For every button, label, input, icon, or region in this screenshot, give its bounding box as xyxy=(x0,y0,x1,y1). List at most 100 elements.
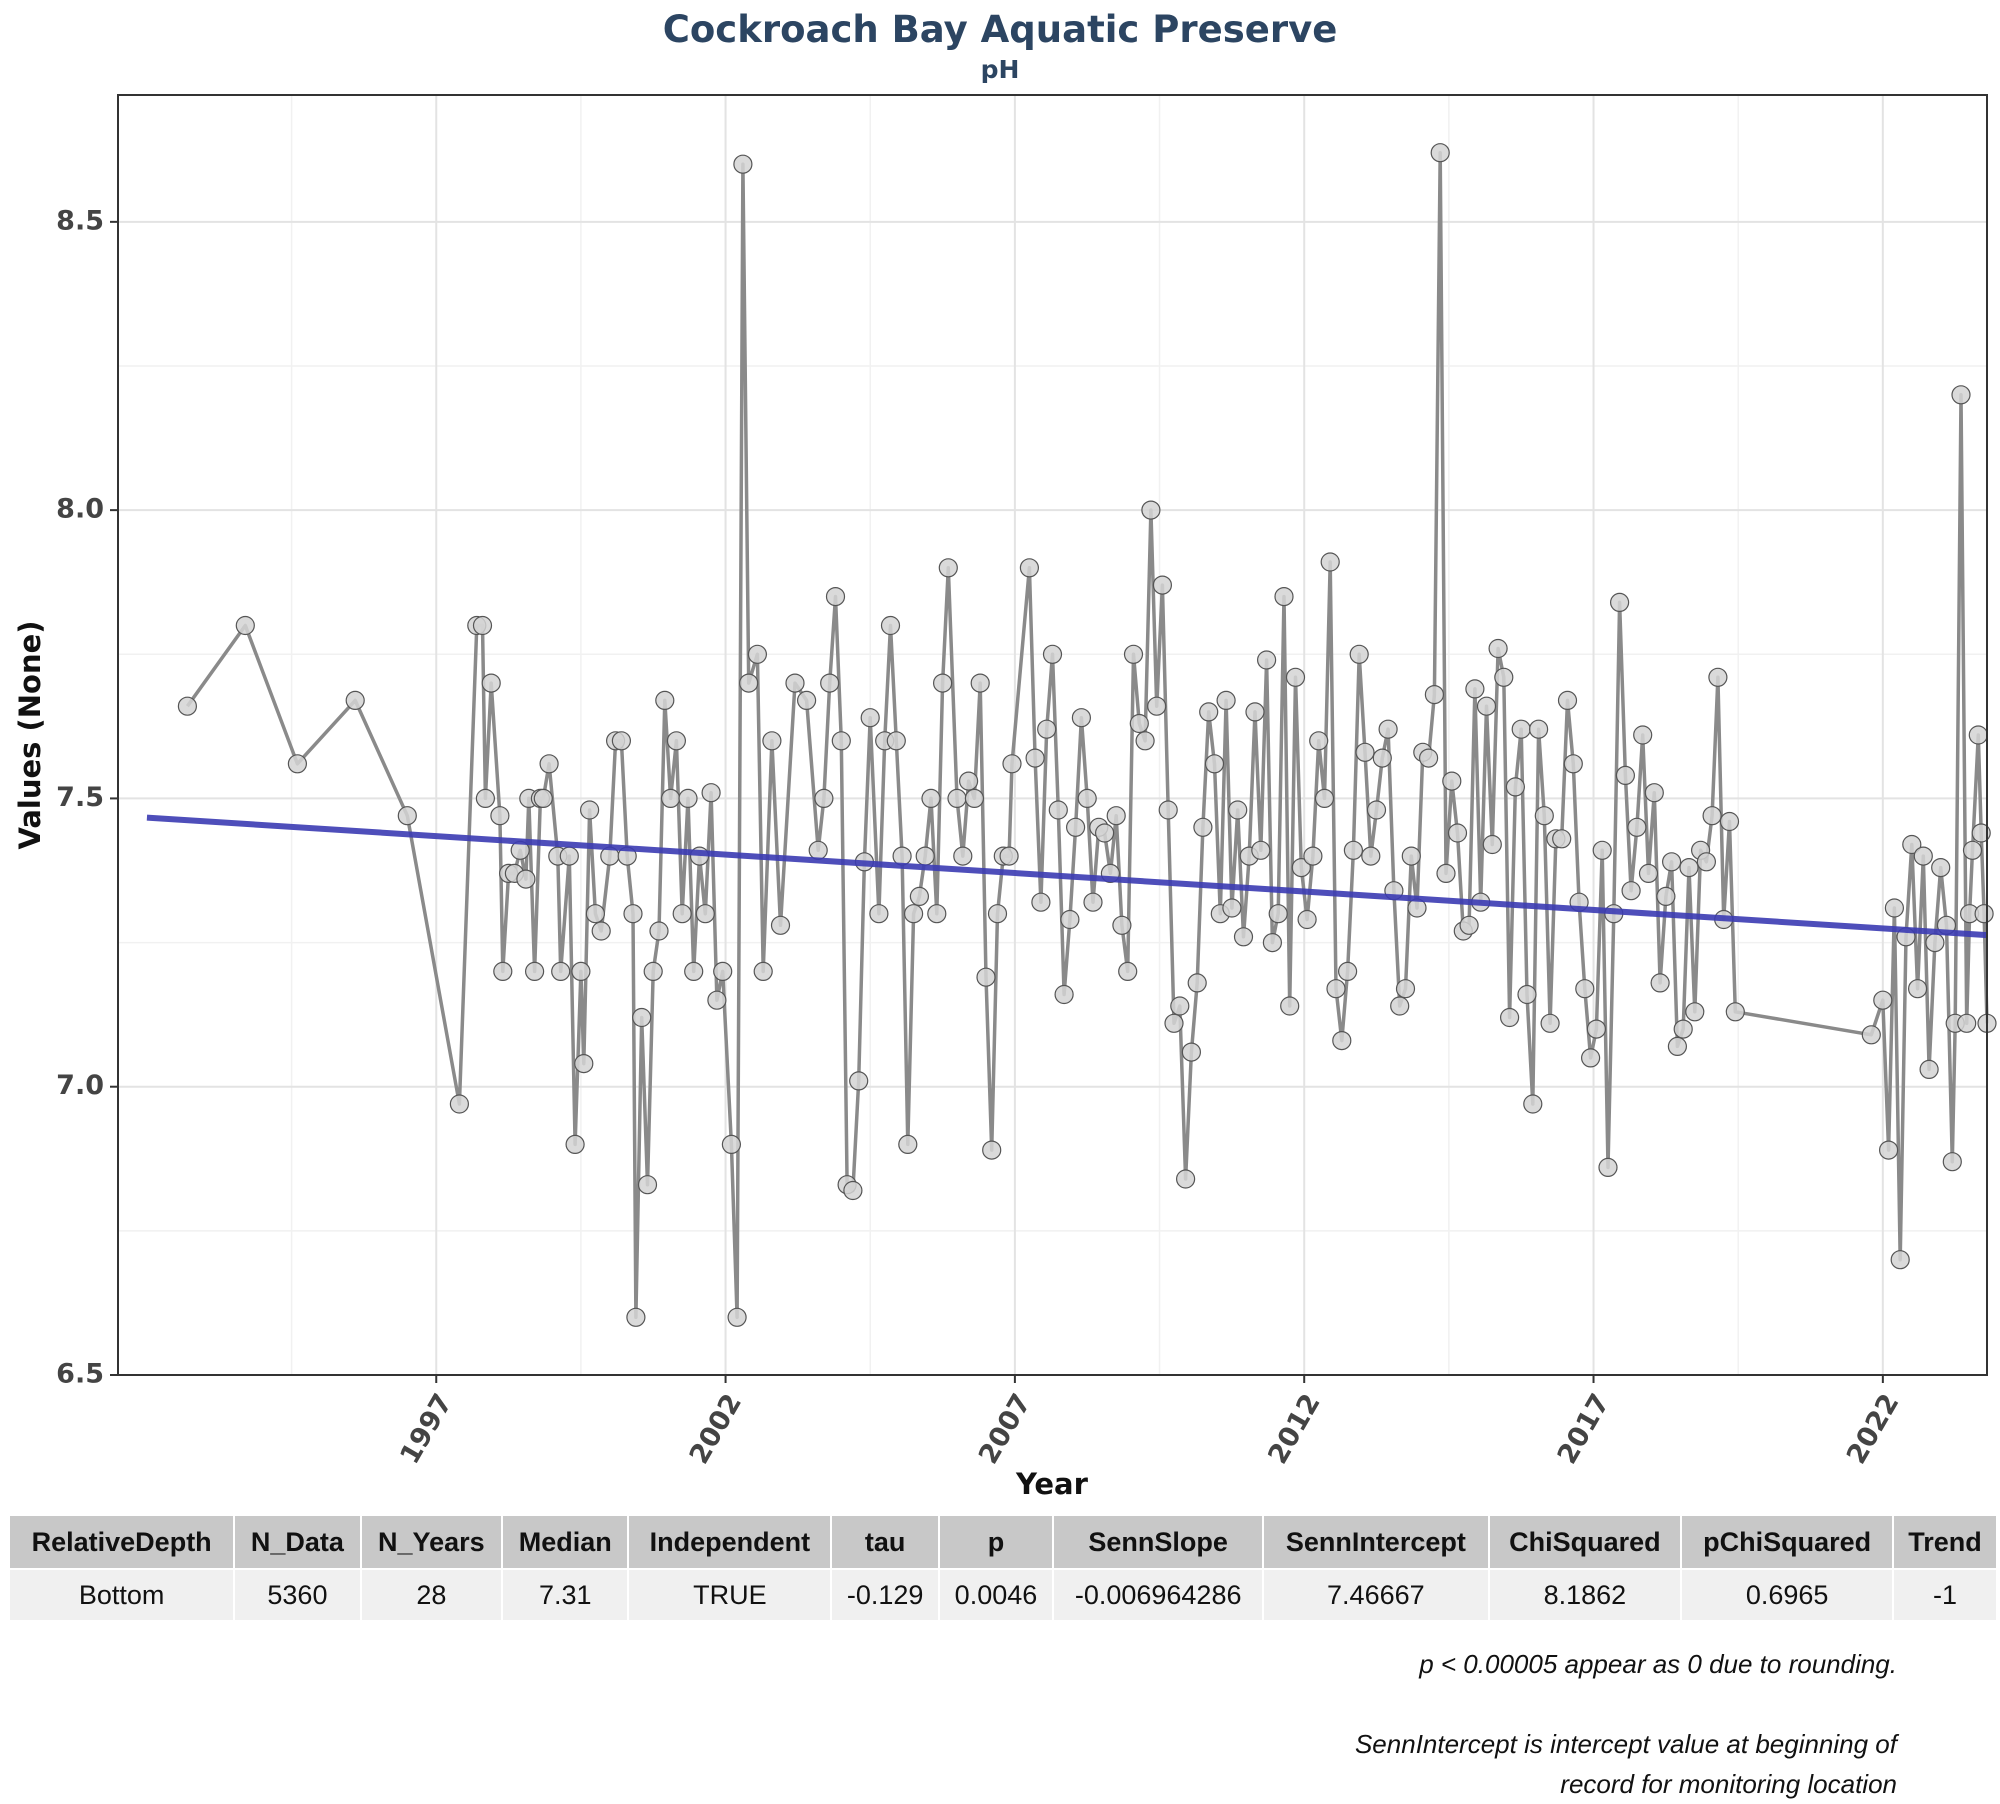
data-point xyxy=(1303,846,1323,866)
data-point xyxy=(1633,725,1653,745)
data-point xyxy=(1031,892,1051,912)
data-point xyxy=(1245,702,1265,722)
data-point xyxy=(739,673,759,693)
data-point xyxy=(1175,1169,1196,1189)
data-point xyxy=(1222,898,1242,918)
data-point xyxy=(1390,996,1410,1016)
plot-panel-border xyxy=(117,94,1988,1376)
data-point xyxy=(964,788,985,809)
data-point xyxy=(1575,979,1595,999)
data-point xyxy=(649,921,669,941)
data-point xyxy=(287,754,307,774)
data-point xyxy=(684,961,704,982)
data-point xyxy=(637,1175,658,1195)
data-point xyxy=(574,1053,594,1074)
data-point xyxy=(655,690,675,711)
data-point xyxy=(1424,684,1445,705)
cell-relative-depth: Bottom xyxy=(10,1568,234,1620)
data-point xyxy=(1309,731,1329,751)
data-point xyxy=(1696,852,1717,872)
data-point xyxy=(1077,788,1097,809)
data-point xyxy=(1401,846,1421,866)
data-point xyxy=(493,961,513,982)
data-point xyxy=(1656,886,1676,907)
data-point xyxy=(982,1140,1002,1160)
stats-table: RelativeDepth N_Data N_Years Median Inde… xyxy=(8,1516,1998,1620)
data-point xyxy=(1042,644,1063,664)
data-point xyxy=(1592,840,1612,860)
data-point xyxy=(1193,817,1213,837)
data-point xyxy=(785,673,805,693)
data-point xyxy=(1615,765,1636,786)
y-axis-ticks: 6.5 7.0 7.5 8.0 8.5 xyxy=(56,205,118,1390)
x-tick-label: 1997 xyxy=(394,1389,458,1470)
data-point xyxy=(915,846,935,866)
table-header-row: RelativeDepth N_Data N_Years Median Inde… xyxy=(10,1516,1996,1568)
data-point xyxy=(1094,823,1115,843)
data-point xyxy=(1884,898,1905,918)
data-point xyxy=(579,800,600,820)
data-point xyxy=(733,154,753,174)
data-point xyxy=(1418,748,1439,768)
data-point xyxy=(1112,915,1132,935)
trend-line xyxy=(146,814,1988,939)
x-axis-title: Year xyxy=(1015,1467,1089,1500)
data-point xyxy=(1942,1152,1962,1172)
data-point xyxy=(1274,586,1294,607)
cell-senn-intercept: 7.46667 xyxy=(1264,1568,1488,1620)
data-point xyxy=(869,904,889,924)
data-point xyxy=(1083,892,1103,912)
data-point xyxy=(820,673,840,693)
data-point xyxy=(1621,881,1641,901)
data-point xyxy=(1355,742,1375,762)
data-point xyxy=(1285,667,1306,687)
data-point xyxy=(475,788,495,809)
cell-trend: -1 xyxy=(1893,1568,1996,1620)
data-point xyxy=(1164,1013,1184,1033)
data-point xyxy=(643,961,663,982)
header-n-data: N_Data xyxy=(235,1516,360,1568)
chart-subtitle: pH xyxy=(980,55,1020,84)
chart-title: Cockroach Bay Aquatic Preserve xyxy=(662,8,1338,51)
data-point xyxy=(770,915,791,935)
data-point xyxy=(1002,754,1022,774)
data-point xyxy=(1228,800,1248,820)
data-point xyxy=(921,788,941,809)
data-point xyxy=(1204,754,1225,774)
data-point xyxy=(585,904,606,924)
header-median: Median xyxy=(503,1516,628,1568)
data-point xyxy=(1962,840,1983,860)
data-point xyxy=(1361,846,1381,866)
data-point xyxy=(1517,984,1537,1005)
data-point xyxy=(1505,777,1526,797)
data-point xyxy=(987,904,1008,924)
y-tick-label: 8.5 xyxy=(56,205,104,236)
data-point xyxy=(571,961,591,982)
cell-independent: TRUE xyxy=(629,1568,831,1620)
data-point xyxy=(1436,863,1456,884)
data-point xyxy=(397,806,417,826)
data-point xyxy=(898,1134,918,1155)
data-point xyxy=(490,806,510,826)
data-point xyxy=(903,904,924,924)
data-point xyxy=(1534,806,1554,826)
cell-n-years: 28 xyxy=(361,1568,502,1620)
data-point xyxy=(1233,927,1254,947)
data-point xyxy=(1861,1025,1881,1045)
data-point xyxy=(1048,800,1068,820)
data-point xyxy=(1465,679,1485,699)
x-tick-label: 2002 xyxy=(684,1389,748,1470)
data-point xyxy=(1540,1013,1560,1033)
data-point xyxy=(1482,834,1502,855)
data-point xyxy=(177,696,197,716)
data-point xyxy=(886,731,906,751)
data-point xyxy=(1187,973,1207,993)
data-point xyxy=(591,921,611,941)
data-point xyxy=(849,1071,869,1091)
data-point xyxy=(1586,1019,1607,1039)
cell-n-data: 5360 xyxy=(235,1568,360,1620)
y-tick-label: 8.0 xyxy=(56,494,104,525)
data-point xyxy=(1890,1250,1910,1270)
x-axis-ticks: 1997 2002 2007 2012 2017 2022 xyxy=(394,1375,1905,1469)
data-point xyxy=(796,690,817,711)
